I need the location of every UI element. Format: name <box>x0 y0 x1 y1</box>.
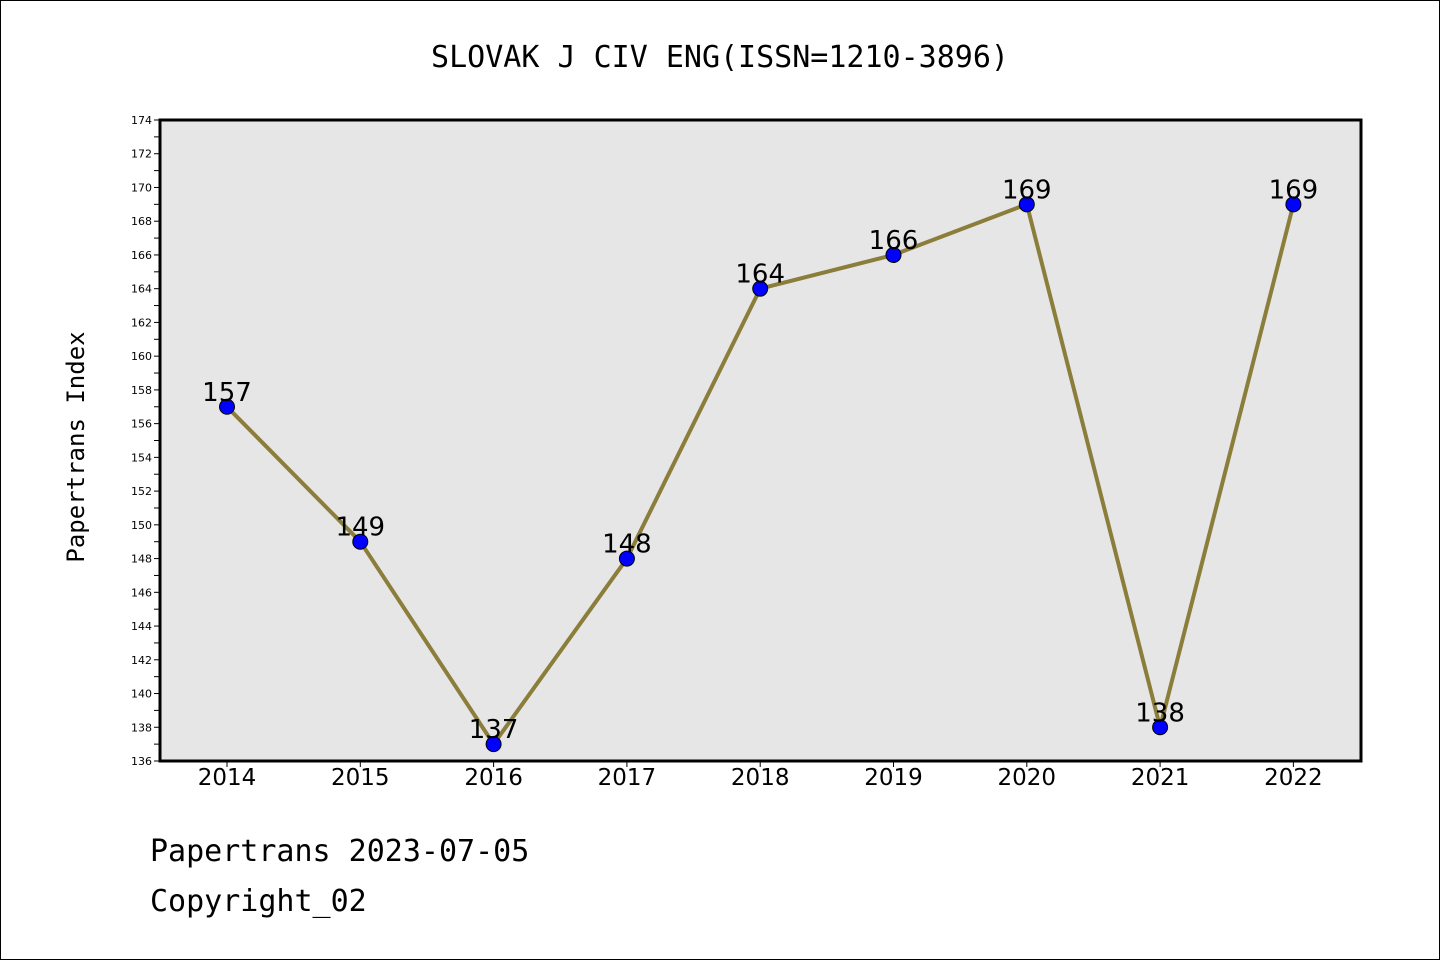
y-tick-label: 154 <box>131 451 152 464</box>
data-label: 169 <box>1269 175 1319 205</box>
x-tick-label: 2019 <box>864 765 923 791</box>
x-tick-label: 2015 <box>331 765 390 791</box>
data-label-group: 157 149 137 148 164 166 169 138 169 <box>202 175 1318 745</box>
data-point-marker <box>1285 196 1302 213</box>
y-tick-label: 158 <box>131 384 152 397</box>
y-tick-label: 148 <box>131 553 152 566</box>
data-label: 148 <box>602 530 652 560</box>
y-tick-label: 164 <box>131 283 152 296</box>
y-tick-label: 136 <box>131 755 152 768</box>
data-label: 169 <box>1002 175 1052 205</box>
y-tick-label: 140 <box>131 688 152 701</box>
x-tick-label: 2014 <box>198 765 257 791</box>
y-tick-label: 150 <box>131 519 152 532</box>
chart-title: SLOVAK J CIV ENG(ISSN=1210-3896) <box>431 40 1009 75</box>
x-tick-label: 2022 <box>1264 765 1323 791</box>
x-tick-label: 2017 <box>598 765 657 791</box>
x-tick-label: 2021 <box>1131 765 1190 791</box>
data-point-marker <box>618 550 635 567</box>
x-tick-label: 2018 <box>731 765 790 791</box>
y-axis-label: Papertrans Index <box>62 331 90 562</box>
data-label: 137 <box>469 715 519 745</box>
y-tick-label: 170 <box>131 181 152 194</box>
data-point-marker <box>219 398 235 415</box>
data-label: 166 <box>869 226 919 256</box>
footer-copyright-text: Copyright_02 <box>150 884 367 919</box>
y-tick-label: 162 <box>131 316 152 329</box>
y-tick-label: 142 <box>131 654 152 667</box>
y-tick-label: 174 <box>131 114 152 127</box>
x-tick-label: 2016 <box>464 765 523 791</box>
data-label: 164 <box>735 260 785 290</box>
data-point-marker <box>752 280 769 297</box>
y-tick-label: 166 <box>131 249 152 262</box>
data-point-marker <box>1152 719 1169 736</box>
footer-date-text: Papertrans 2023-07-05 <box>150 834 530 869</box>
plot-area <box>158 118 1363 763</box>
y-tick-label: 152 <box>131 485 152 498</box>
data-point-marker <box>352 533 369 550</box>
data-label: 138 <box>1135 698 1185 728</box>
data-point-marker <box>1018 196 1035 213</box>
data-point-marker <box>885 246 902 263</box>
x-axis: 2014 2015 2016 2017 2018 2019 2020 2021 2022 <box>198 761 1323 791</box>
marker-group <box>219 196 1302 753</box>
y-tick-label: 146 <box>131 586 152 599</box>
y-tick-label: 156 <box>131 418 152 431</box>
y-tick-label: 144 <box>131 620 152 633</box>
y-tick-label: 168 <box>131 215 152 228</box>
data-label: 157 <box>202 378 252 408</box>
y-tick-label: 160 <box>131 350 152 363</box>
y-tick-label: 138 <box>131 721 152 734</box>
data-label: 149 <box>335 513 385 543</box>
y-axis: 136 138 140 142 144 146 148 150 152 154 156 158 160 1… <box>131 114 160 768</box>
y-tick-label: 172 <box>131 148 152 161</box>
x-tick-label: 2020 <box>998 765 1057 791</box>
data-point-marker <box>485 736 502 753</box>
